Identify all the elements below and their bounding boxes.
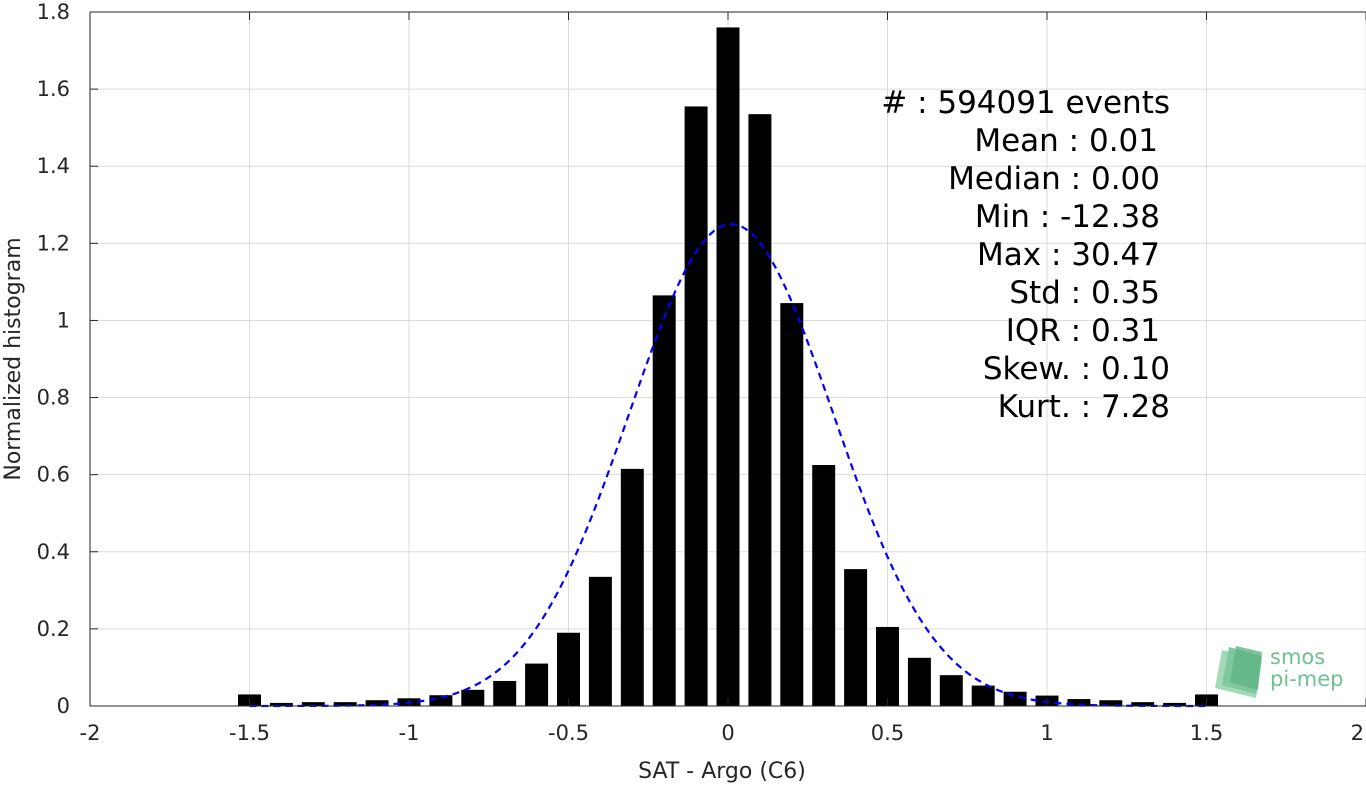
stats-line: Min : -12.38: [975, 199, 1160, 235]
y-tick-label: 0: [57, 694, 70, 718]
histogram-bar: [684, 106, 708, 706]
histogram-bar: [493, 680, 517, 706]
x-tick-label: 1.5: [1190, 721, 1223, 745]
y-tick-labels: 0 0.2 0.4 0.6 0.8 1 1.2 1.4 1.6 1.8: [37, 0, 70, 718]
histogram-bar: [652, 295, 676, 706]
y-tick-label: 1.8: [37, 0, 70, 24]
stats-line: Kurt. : 7.28: [998, 389, 1170, 425]
histogram-bar: [269, 702, 293, 706]
stats-line: # : 594091 events: [881, 85, 1170, 121]
histogram-bar: [812, 465, 836, 706]
x-tick-label: 0.5: [871, 721, 904, 745]
x-tick-label: 1: [1040, 721, 1053, 745]
stats-line: Median : 0.00: [948, 161, 1160, 197]
stats-line: IQR : 0.31: [1006, 313, 1160, 349]
y-tick-label: 1.4: [37, 154, 70, 178]
axes: [89, 11, 1366, 707]
x-tick-label: -0.5: [548, 721, 589, 745]
histogram-bar: [365, 700, 389, 706]
histogram-bar: [525, 663, 549, 706]
histogram-bar: [461, 689, 485, 706]
x-tick-labels: -2 -1.5 -1 -0.5 0 0.5 1 1.5 2: [80, 721, 1364, 745]
logo-line-1: smos: [1270, 645, 1325, 669]
histogram-bar: [876, 626, 899, 706]
y-tick-label: 1.6: [37, 77, 70, 101]
y-tick-label: 0.6: [37, 463, 70, 487]
y-tick-label: 0.2: [37, 617, 70, 641]
histogram-bar: [1131, 702, 1155, 706]
histogram-bar: [1067, 699, 1091, 706]
x-tick-label: 2: [1351, 721, 1364, 745]
smos-pi-mep-logo: smos pi-mep: [1215, 645, 1343, 698]
histogram-bar: [844, 569, 868, 706]
histogram-bar: [780, 303, 804, 706]
y-tick-label: 0.8: [37, 386, 70, 410]
histogram-bar: [557, 632, 580, 706]
y-tick-label: 1.2: [37, 231, 70, 255]
logo-line-2: pi-mep: [1270, 667, 1343, 691]
histogram-bar: [1099, 700, 1123, 706]
logo-mark-icon: [1215, 646, 1262, 698]
histogram-bar: [301, 702, 325, 706]
histogram-bar: [748, 114, 772, 706]
stats-line: Mean : 0.01: [974, 123, 1158, 159]
x-tick-label: 0: [721, 721, 734, 745]
histogram-bar: [588, 576, 612, 706]
stats-line: Skew. : 0.10: [983, 351, 1170, 387]
histogram-bar: [1163, 702, 1187, 706]
y-tick-label: 0.4: [37, 540, 70, 564]
x-tick-label: -1: [399, 721, 420, 745]
y-axis-label: Normalized histogram: [1, 237, 26, 480]
histogram-bar: [939, 675, 963, 706]
x-axis-label: SAT - Argo (C6): [638, 759, 806, 784]
histogram-bar: [716, 27, 740, 706]
histogram-bar: [429, 695, 453, 706]
histogram-bar: [333, 702, 357, 706]
x-tick-label: -2: [80, 721, 101, 745]
histogram-bar: [971, 685, 995, 706]
stats-line: Max : 30.47: [977, 237, 1160, 273]
stats-line: Std : 0.35: [1009, 275, 1160, 311]
histogram-bar: [907, 657, 931, 706]
x-tick-label: -1.5: [229, 721, 270, 745]
histogram-bar: [620, 468, 644, 706]
y-tick-label: 1: [57, 308, 70, 332]
